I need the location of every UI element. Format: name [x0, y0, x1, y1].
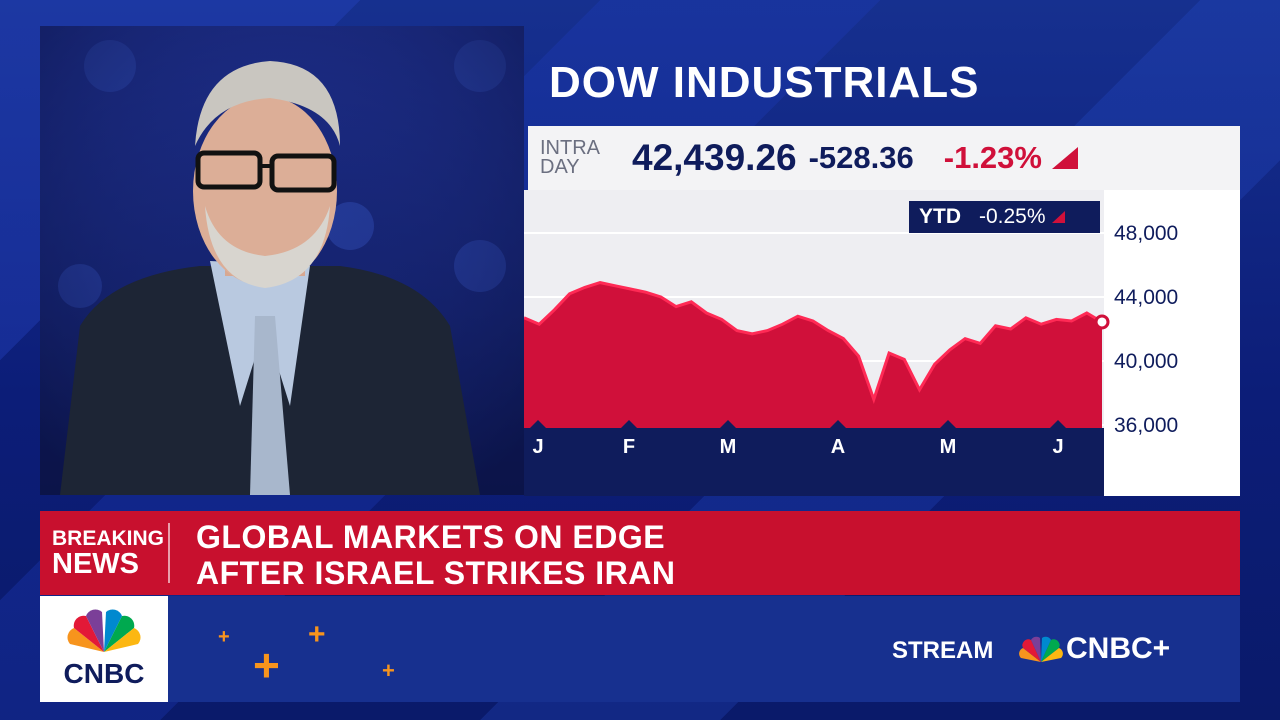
cnbc-logo: CNBC [40, 596, 168, 702]
anchor-video [40, 26, 524, 495]
y-tick-label: 36,000 [1114, 414, 1178, 437]
x-tick-label: F [623, 436, 635, 458]
peacock-icon [67, 609, 141, 652]
x-tick-marker [940, 420, 956, 428]
plus-icon: + [382, 658, 395, 683]
x-tick-label: M [720, 436, 737, 458]
ytd-value: -0.25% [979, 205, 1046, 228]
x-tick-label: J [1052, 436, 1063, 458]
x-tick-label: A [831, 436, 845, 458]
chart-area: J F M A M J 48,000 44,000 40,000 36,000 [524, 190, 1240, 496]
plus-icon: + [308, 618, 326, 651]
x-tick-marker [1050, 420, 1066, 428]
cnbc-plus-logo: CNBC+ [1066, 632, 1171, 665]
breaking-news-label: BREAKING NEWS [52, 527, 165, 580]
lower-bar: CNBC + + + + STREAM CNBC+ [40, 596, 1240, 702]
series-line [524, 281, 1103, 405]
x-tick-label: J [532, 436, 543, 458]
down-triangle-icon [1051, 147, 1078, 169]
down-triangle-icon [1051, 211, 1065, 223]
peacock-icon [1019, 636, 1063, 662]
x-tick-marker [720, 420, 736, 428]
x-tick-marker [530, 420, 546, 428]
y-tick-label: 48,000 [1114, 222, 1178, 245]
intraday-label: INTRA DAY [540, 137, 600, 178]
area-fill [524, 282, 1102, 428]
ytd-badge: YTD -0.25% [909, 201, 1100, 233]
chart-title: DOW INDUSTRIALS [549, 58, 980, 107]
divider [168, 523, 170, 583]
y-tick-label: 40,000 [1114, 350, 1178, 373]
x-tick-label: M [940, 436, 957, 458]
video-panel [40, 26, 524, 495]
y-axis-panel [1104, 190, 1240, 496]
stream-label: STREAM [892, 637, 994, 664]
dow-ytd-chart: J F M A M J 48,000 44,000 40,000 36,000 [524, 190, 1240, 496]
last-price: 42,439.26 [632, 137, 797, 178]
headline: GLOBAL MARKETS ON EDGE AFTER ISRAEL STRI… [196, 519, 676, 591]
net-change: -528.36 [808, 140, 914, 175]
x-axis-band [524, 428, 1104, 496]
x-tick-marker [621, 420, 637, 428]
last-point-marker [1094, 314, 1110, 330]
x-tick-marker [830, 420, 846, 428]
breaking-news-bar: BREAKING NEWS GLOBAL MARKETS ON EDGE AFT… [40, 511, 1240, 595]
ytd-label: YTD [919, 205, 961, 228]
percent-change: -1.23% [943, 140, 1042, 175]
plus-icon: + [218, 626, 230, 648]
plus-icon: + [253, 639, 280, 691]
quote-header: INTRA DAY 42,439.26 -528.36 -1.23% [528, 126, 1240, 190]
y-tick-label: 44,000 [1114, 286, 1178, 309]
